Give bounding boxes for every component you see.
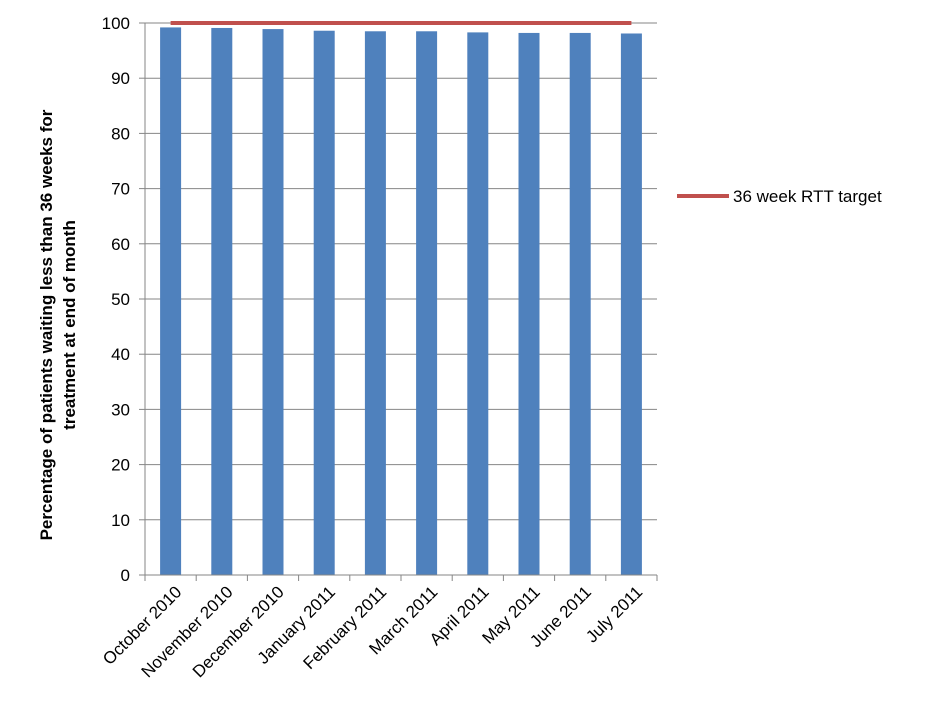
bar <box>569 32 591 576</box>
y-tick-label: 30 <box>111 400 130 419</box>
y-tick-label: 10 <box>111 511 130 530</box>
legend-label-target: 36 week RTT target <box>733 187 882 206</box>
y-tick-label: 40 <box>111 345 130 364</box>
y-tick-label: 0 <box>121 566 130 585</box>
y-tick-label: 70 <box>111 180 130 199</box>
bars <box>160 27 642 576</box>
bar <box>364 31 386 575</box>
y-axis-title-line-2: treatment at end of month <box>60 220 79 430</box>
y-tick-label: 50 <box>111 290 130 309</box>
bar <box>160 27 182 575</box>
y-axis-title: Percentage of patients waiting less than… <box>37 109 79 540</box>
x-category-label: November 2010 <box>138 582 237 681</box>
y-tick-label: 100 <box>102 14 130 33</box>
bar <box>467 32 489 576</box>
y-tick-label: 60 <box>111 235 130 254</box>
x-category-label: July 2011 <box>582 582 646 646</box>
y-tick-labels: 0 10 20 30 40 50 60 70 80 90 100 <box>102 14 130 585</box>
bar <box>262 29 284 575</box>
bar <box>416 31 438 575</box>
y-axis-title-line-1: Percentage of patients waiting less than… <box>37 109 56 540</box>
x-category-label: December 2010 <box>189 582 288 681</box>
y-tick-label: 20 <box>111 456 130 475</box>
bar <box>518 32 540 576</box>
y-tick-label: 90 <box>111 69 130 88</box>
y-tick-label: 80 <box>111 124 130 143</box>
legend: 36 week RTT target <box>677 187 882 206</box>
axes <box>139 22 658 581</box>
bar <box>313 30 335 575</box>
bar <box>620 33 642 576</box>
bar <box>211 27 233 575</box>
